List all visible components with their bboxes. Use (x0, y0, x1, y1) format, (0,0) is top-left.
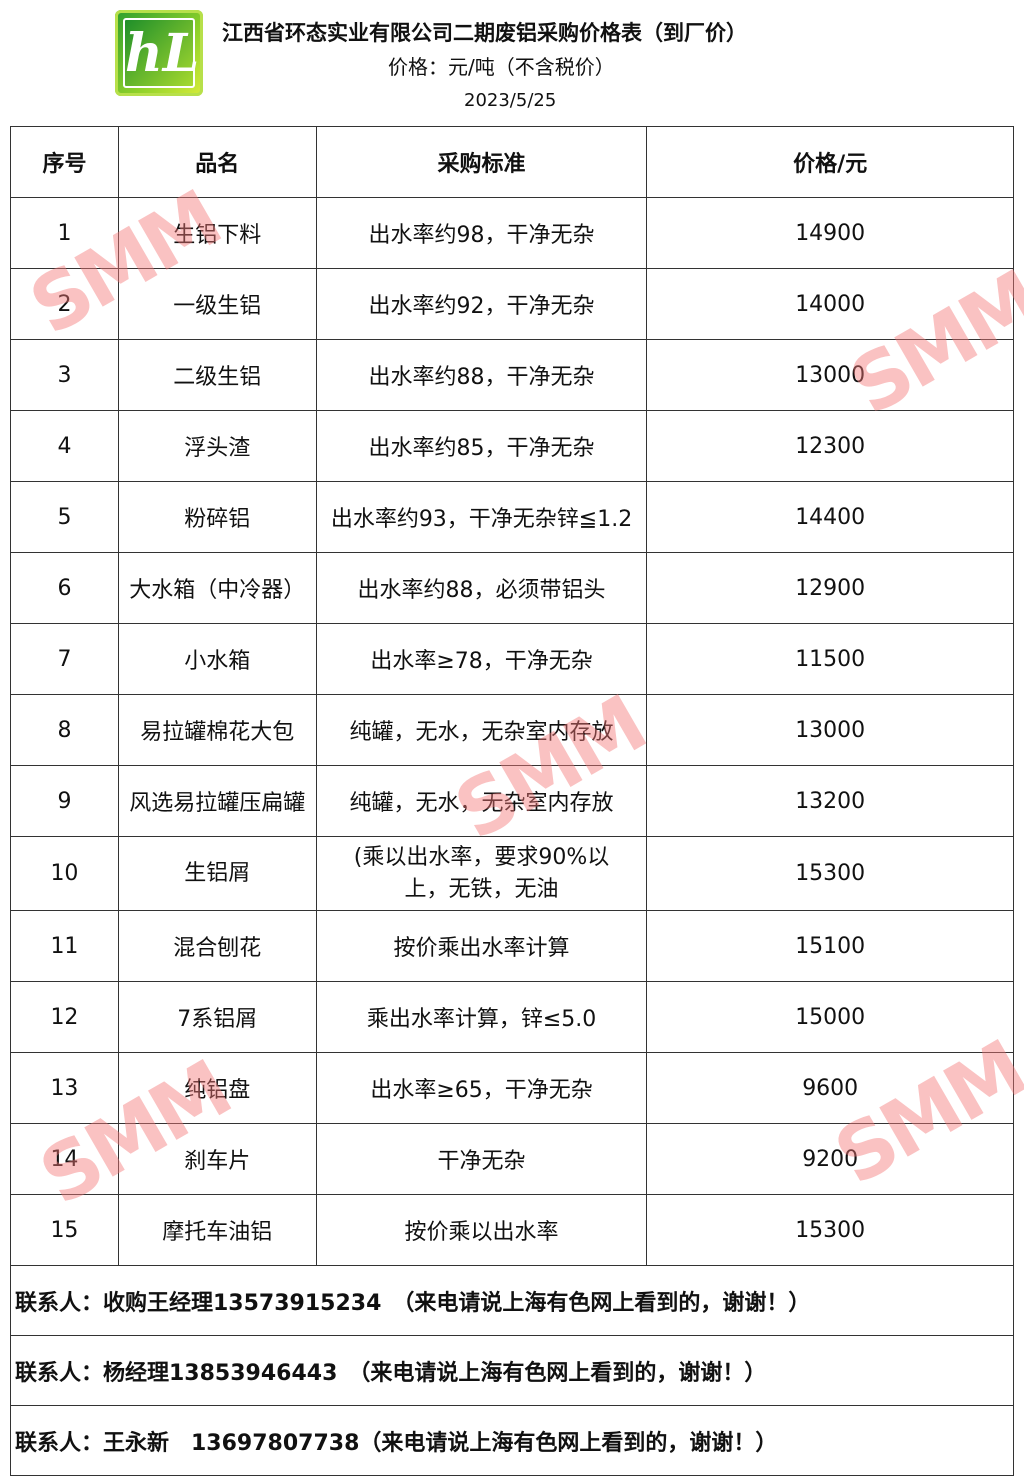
cell-standard: 纯罐，无水，无杂室内存放 (315, 694, 648, 766)
cell-standard: 出水率≥78，干净无杂 (315, 623, 648, 695)
cell-index: 1 (10, 197, 119, 269)
cell-index: 15 (10, 1194, 119, 1266)
cell-name: 生铝屑 (117, 836, 317, 911)
table-row: 8 易拉罐棉花大包 纯罐，无水，无杂室内存放 13000 (10, 694, 1014, 766)
cell-name: 混合刨花 (117, 910, 317, 982)
contact-3: 联系人：王永新 13697807738（来电请说上海有色网上看到的，谢谢！） (10, 1405, 1014, 1476)
cell-index: 11 (10, 910, 119, 982)
cell-price: 9600 (646, 1052, 1014, 1124)
contact-row: 联系人：杨经理13853946443 （来电请说上海有色网上看到的，谢谢！） (10, 1335, 1014, 1406)
table-row: 4 浮头渣 出水率约85，干净无杂 12300 (10, 410, 1014, 482)
price-unit: 价格：元/吨（不含税价） (388, 55, 615, 79)
table-row: 12 7系铝屑 乘出水率计算，锌≤5.0 15000 (10, 981, 1014, 1053)
cell-price: 14900 (646, 197, 1014, 269)
cell-standard: 出水率约92，干净无杂 (315, 268, 648, 340)
contact-row: 联系人：收购王经理13573915234 （来电请说上海有色网上看到的，谢谢！） (10, 1265, 1014, 1336)
cell-index: 12 (10, 981, 119, 1053)
cell-standard: 干净无杂 (315, 1123, 648, 1195)
cell-index: 10 (10, 836, 119, 911)
company-logo: hL (115, 10, 203, 96)
contact-2: 联系人：杨经理13853946443 （来电请说上海有色网上看到的，谢谢！） (10, 1335, 1014, 1406)
cell-price: 14400 (646, 481, 1014, 553)
cell-standard: 出水率约93，干净无杂锌≦1.2 (315, 481, 648, 553)
cell-name: 二级生铝 (117, 339, 317, 411)
cell-name: 生铝下料 (117, 197, 317, 269)
cell-index: 7 (10, 623, 119, 695)
contact-1: 联系人：收购王经理13573915234 （来电请说上海有色网上看到的，谢谢！） (10, 1265, 1014, 1336)
cell-name: 一级生铝 (117, 268, 317, 340)
column-header-standard: 采购标准 (315, 126, 648, 198)
cell-price: 15000 (646, 981, 1014, 1053)
table-row: 3 二级生铝 出水率约88，干净无杂 13000 (10, 339, 1014, 411)
cell-name: 纯铝盘 (117, 1052, 317, 1124)
table-row: 7 小水箱 出水率≥78，干净无杂 11500 (10, 623, 1014, 695)
cell-name: 小水箱 (117, 623, 317, 695)
cell-standard: 出水率约98，干净无杂 (315, 197, 648, 269)
cell-price: 14000 (646, 268, 1014, 340)
cell-index: 14 (10, 1123, 119, 1195)
cell-index: 2 (10, 268, 119, 340)
table-row: 5 粉碎铝 出水率约93，干净无杂锌≦1.2 14400 (10, 481, 1014, 553)
column-header-price: 价格/元 (646, 126, 1014, 198)
table-row: 2 一级生铝 出水率约92，干净无杂 14000 (10, 268, 1014, 340)
cell-index: 13 (10, 1052, 119, 1124)
cell-standard: 出水率约88，干净无杂 (315, 339, 648, 411)
cell-price: 13200 (646, 765, 1014, 837)
cell-index: 5 (10, 481, 119, 553)
cell-standard: 纯罐，无水，无杂室内存放 (315, 765, 648, 837)
cell-price: 13000 (646, 339, 1014, 411)
cell-standard: 出水率≥65，干净无杂 (315, 1052, 648, 1124)
table-header-row: 序号 品名 采购标准 价格/元 (10, 126, 1014, 198)
cell-standard: 按价乘以出水率 (315, 1194, 648, 1266)
column-header-name: 品名 (117, 126, 317, 198)
cell-price: 12300 (646, 410, 1014, 482)
cell-price: 11500 (646, 623, 1014, 695)
date: 2023/5/25 (464, 90, 557, 111)
table-row: 15 摩托车油铝 按价乘以出水率 15300 (10, 1194, 1014, 1266)
cell-name: 易拉罐棉花大包 (117, 694, 317, 766)
cell-name: 粉碎铝 (117, 481, 317, 553)
cell-price: 15100 (646, 910, 1014, 982)
table-row: 10 生铝屑 (乘以出水率，要求90%以上，无铁，无油 15300 (10, 836, 1014, 911)
table-row: 9 风选易拉罐压扁罐 纯罐，无水，无杂室内存放 13200 (10, 765, 1014, 837)
table-row: 1 生铝下料 出水率约98，干净无杂 14900 (10, 197, 1014, 269)
table-row: 6 大水箱（中冷器） 出水率约88，必须带铝头 12900 (10, 552, 1014, 624)
cell-standard: (乘以出水率，要求90%以上，无铁，无油 (315, 836, 648, 911)
contact-row: 联系人：王永新 13697807738（来电请说上海有色网上看到的，谢谢！） (10, 1405, 1014, 1476)
cell-price: 15300 (646, 1194, 1014, 1266)
cell-price: 15300 (646, 836, 1014, 911)
cell-name: 摩托车油铝 (117, 1194, 317, 1266)
page-title: 江西省环态实业有限公司二期废铝采购价格表（到厂价） (222, 21, 747, 45)
cell-index: 9 (10, 765, 119, 837)
cell-price: 9200 (646, 1123, 1014, 1195)
logo-mark: hL (123, 18, 199, 88)
cell-standard: 出水率约88，必须带铝头 (315, 552, 648, 624)
cell-standard: 乘出水率计算，锌≤5.0 (315, 981, 648, 1053)
column-header-index: 序号 (10, 126, 119, 198)
cell-standard: 按价乘出水率计算 (315, 910, 648, 982)
cell-name: 大水箱（中冷器） (117, 552, 317, 624)
cell-standard: 出水率约85，干净无杂 (315, 410, 648, 482)
cell-name: 浮头渣 (117, 410, 317, 482)
cell-name: 刹车片 (117, 1123, 317, 1195)
price-table: 序号 品名 采购标准 价格/元 1 生铝下料 出水率约98，干净无杂 14900 2 一级… (10, 126, 1014, 1476)
cell-price: 12900 (646, 552, 1014, 624)
cell-price: 13000 (646, 694, 1014, 766)
cell-name: 风选易拉罐压扁罐 (117, 765, 317, 837)
cell-index: 3 (10, 339, 119, 411)
cell-name: 7系铝屑 (117, 981, 317, 1053)
cell-index: 6 (10, 552, 119, 624)
cell-index: 8 (10, 694, 119, 766)
cell-index: 4 (10, 410, 119, 482)
table-row: 11 混合刨花 按价乘出水率计算 15100 (10, 910, 1014, 982)
table-row: 14 刹车片 干净无杂 9200 (10, 1123, 1014, 1195)
table-row: 13 纯铝盘 出水率≥65，干净无杂 9600 (10, 1052, 1014, 1124)
